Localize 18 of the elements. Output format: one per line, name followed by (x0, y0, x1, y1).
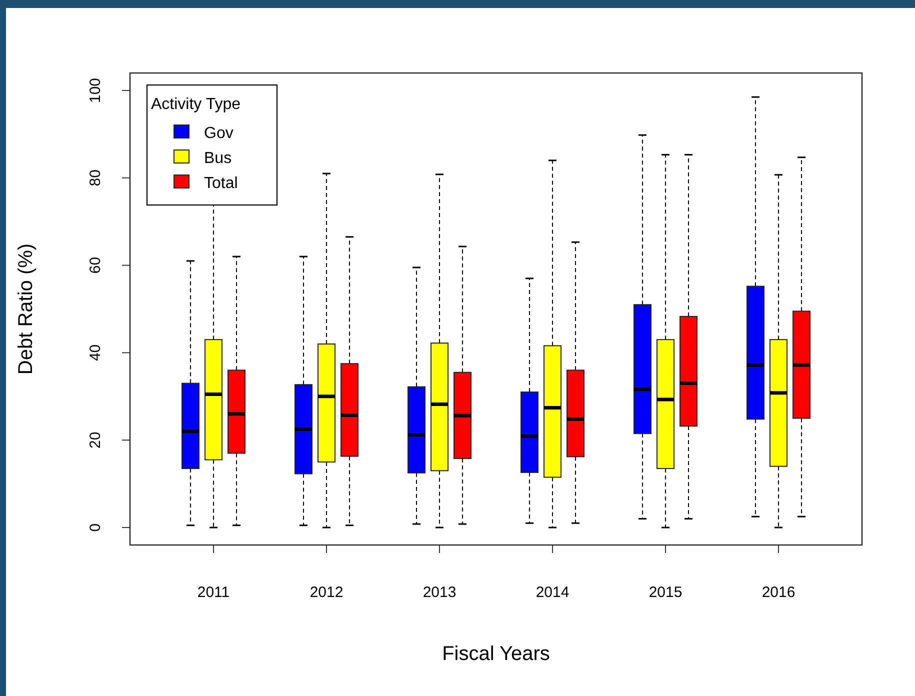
y-tick-label: 40 (87, 344, 104, 362)
x-tick-label: 2013 (422, 584, 456, 601)
x-tick-label: 2014 (536, 584, 570, 601)
x-tick-label: 2015 (648, 584, 682, 601)
x-axis-title: Fiscal Years (442, 643, 550, 665)
y-tick-label: 60 (87, 256, 104, 274)
x-tick-label: 2011 (197, 584, 230, 601)
legend-title: Activity Type (151, 96, 241, 113)
legend-label: Total (204, 175, 238, 192)
y-axis-title: Debt Ratio (%) (15, 243, 37, 375)
y-tick-label: 0 (87, 523, 104, 532)
y-tick-label: 100 (87, 78, 104, 103)
y-tick-label: 20 (87, 432, 104, 448)
legend-label: Gov (204, 125, 234, 142)
x-tick-label: 2016 (762, 584, 796, 601)
x-tick-label: 2012 (310, 584, 344, 601)
legend-label: Bus (204, 150, 232, 167)
y-tick-label: 80 (87, 170, 104, 186)
